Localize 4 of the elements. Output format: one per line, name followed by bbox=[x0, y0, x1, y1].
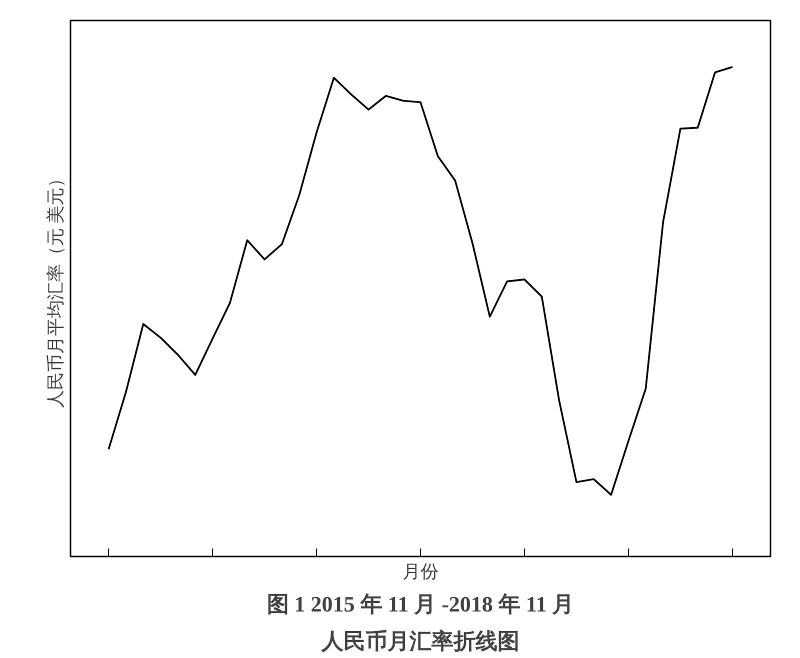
text: 人民币月汇率折线图 bbox=[320, 628, 520, 654]
x-axis-title: 月份 bbox=[402, 562, 438, 582]
text: 图 1 2015 年 11 月 -2018 年 11 月 bbox=[266, 592, 574, 616]
y-axis-title: 人民币月平均汇率（元 美元） bbox=[46, 169, 66, 408]
